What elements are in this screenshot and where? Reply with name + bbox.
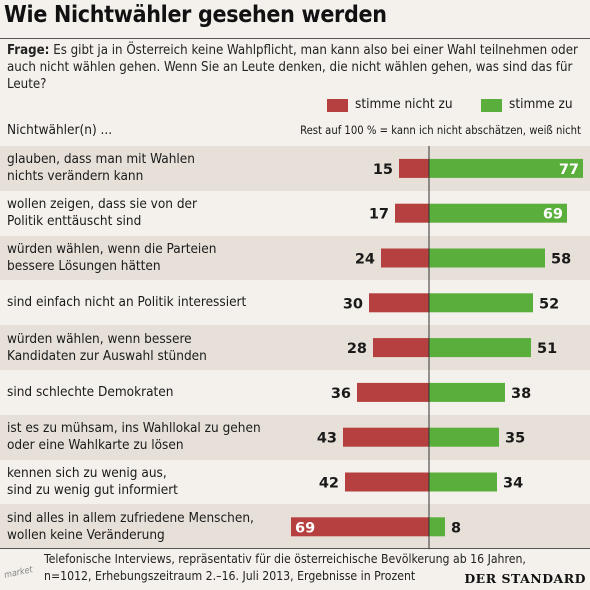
chart-subject: Nichtwähler(n) ... xyxy=(7,122,113,138)
category-label: sind alles in allem zufriedene Menschen,… xyxy=(7,509,254,543)
bar-agree xyxy=(429,293,533,313)
title-divider xyxy=(0,38,590,39)
footer-note: Telefonische Interviews, repräsentativ f… xyxy=(44,551,526,585)
bar-disagree xyxy=(399,158,429,178)
value-label-agree: 51 xyxy=(537,341,557,357)
bar-disagree xyxy=(395,203,429,223)
legend-swatch-disagree xyxy=(327,99,348,112)
category-label: ist es zu mühsam, ins Wahllokal zu gehen… xyxy=(7,420,261,454)
value-label-agree: 52 xyxy=(539,296,559,312)
publisher-logo: DER STANDARD xyxy=(464,571,586,586)
value-label-agree: 38 xyxy=(511,386,531,402)
bar-disagree xyxy=(291,517,429,537)
category-label: sind schlechte Demokraten xyxy=(7,383,174,400)
value-label-agree: 8 xyxy=(451,520,461,536)
bar-disagree xyxy=(345,472,429,492)
value-label-disagree: 43 xyxy=(317,431,337,447)
value-label-disagree: 42 xyxy=(319,476,339,492)
footer-line-2: n=1012, Erhebungszeitraum 2.–16. Juli 20… xyxy=(44,569,416,583)
value-label-agree: 69 xyxy=(543,207,563,223)
category-label: glauben, dass man mit Wahlen nichts verä… xyxy=(7,151,195,185)
footer-line-1: Telefonische Interviews, repräsentativ f… xyxy=(44,552,526,566)
bar-agree xyxy=(429,158,583,178)
bar-agree xyxy=(429,338,531,358)
bar-disagree xyxy=(369,293,429,313)
value-label-disagree: 17 xyxy=(369,207,389,223)
category-label: sind einfach nicht an Politik interessie… xyxy=(7,294,247,311)
bar-agree xyxy=(429,517,445,537)
value-label-disagree: 69 xyxy=(295,520,315,536)
bar-disagree xyxy=(373,338,429,358)
chart-note: Rest auf 100 % = kann ich nicht abschätz… xyxy=(300,124,581,137)
question-text: Es gibt ja in Österreich keine Wahlpflic… xyxy=(7,43,578,92)
bar-agree xyxy=(429,248,545,268)
category-label: würden wählen, wenn bessere Kandidaten z… xyxy=(7,330,207,364)
value-label-disagree: 36 xyxy=(331,386,351,402)
bar-disagree xyxy=(357,382,429,402)
category-label: wollen zeigen, dass sie von der Politik … xyxy=(7,196,198,230)
value-label-agree: 58 xyxy=(551,252,571,268)
legend-swatch-agree xyxy=(481,99,502,112)
value-label-disagree: 15 xyxy=(373,162,393,178)
page-title: Wie Nichtwähler gesehen werden xyxy=(4,2,387,28)
value-label-disagree: 24 xyxy=(355,252,375,268)
value-label-agree: 77 xyxy=(559,162,579,178)
bar-disagree xyxy=(343,427,429,447)
legend-label-agree: stimme zu xyxy=(509,96,573,112)
bar-agree xyxy=(429,472,497,492)
footer-divider xyxy=(0,548,590,549)
bar-agree xyxy=(429,427,499,447)
value-label-agree: 34 xyxy=(503,476,523,492)
bar-agree xyxy=(429,382,505,402)
survey-question: Frage: Es gibt ja in Österreich keine Wa… xyxy=(7,42,585,93)
bar-agree xyxy=(429,203,567,223)
value-label-agree: 35 xyxy=(505,431,525,447)
category-label: würden wählen, wenn die Parteien bessere… xyxy=(7,241,217,274)
value-label-disagree: 28 xyxy=(347,341,367,357)
question-lead: Frage: xyxy=(7,43,50,58)
category-label: kennen sich zu wenig aus, sind zu wenig … xyxy=(7,465,178,498)
value-label-disagree: 30 xyxy=(343,296,363,312)
bar-disagree xyxy=(381,248,429,268)
legend-label-disagree: stimme nicht zu xyxy=(355,96,453,112)
